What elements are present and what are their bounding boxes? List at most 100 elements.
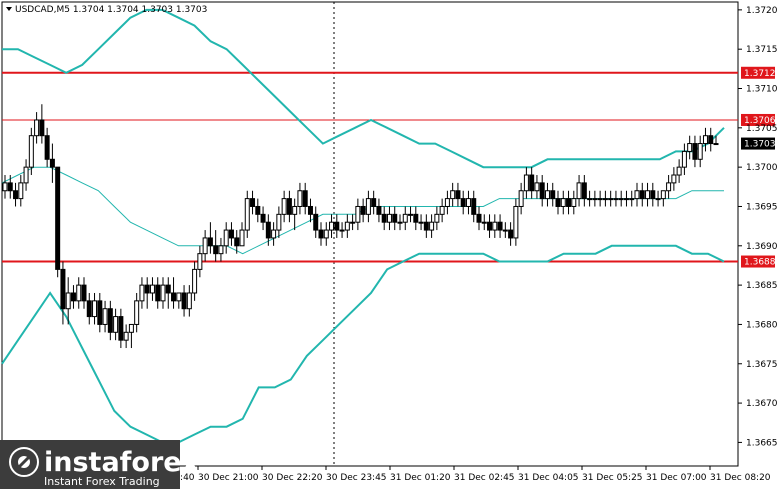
candle-body	[218, 245, 224, 255]
candle-body	[250, 198, 256, 207]
candle-body	[60, 268, 66, 310]
candle	[350, 214, 356, 231]
candle-body	[392, 213, 398, 223]
candle-body	[65, 292, 71, 310]
candle	[197, 245, 203, 278]
candle	[265, 214, 271, 246]
candle	[529, 167, 535, 199]
candle-body	[592, 198, 598, 201]
candle-body	[76, 284, 82, 302]
candle	[465, 190, 471, 215]
candle-body	[186, 292, 192, 310]
candle	[523, 167, 529, 199]
instaforex-logo: instaforex Instant Forex Trading	[0, 440, 199, 489]
candle-body	[702, 135, 708, 145]
candle	[192, 261, 198, 301]
candle	[344, 214, 350, 238]
level-badge	[741, 255, 775, 268]
candle	[708, 127, 714, 152]
candle-body	[107, 308, 113, 333]
candle-body	[618, 198, 624, 201]
candle	[687, 135, 693, 160]
x-tick-label: 31 Dec 08:20	[710, 473, 771, 483]
candle-body	[286, 198, 292, 215]
candle-body	[271, 229, 277, 239]
candle	[534, 175, 540, 199]
candle	[592, 190, 598, 207]
candle-body	[223, 229, 229, 247]
candle	[544, 182, 550, 207]
candle	[34, 112, 40, 144]
candle	[86, 292, 92, 325]
candle	[518, 182, 524, 215]
candle-body	[555, 198, 561, 207]
candle-body	[676, 166, 682, 176]
candle	[139, 277, 145, 309]
candle	[255, 198, 261, 223]
candle	[271, 222, 277, 246]
candle	[397, 214, 403, 231]
symbol-label: USDCAD,M5 1.3704 1.3704 1.3703 1.3703	[15, 5, 207, 15]
candle-body	[144, 284, 150, 294]
candle	[571, 190, 577, 215]
candle-body	[228, 229, 234, 239]
candle-body	[460, 198, 466, 207]
candle	[444, 190, 450, 215]
candlesticks	[2, 104, 719, 349]
candle	[244, 190, 250, 238]
candle	[608, 190, 614, 207]
candle-body	[671, 174, 677, 184]
candle	[207, 222, 213, 254]
candle	[497, 214, 503, 238]
candle	[23, 159, 29, 191]
candle	[223, 222, 229, 254]
candle-body	[444, 198, 450, 207]
candle-body	[645, 190, 651, 200]
candle-body	[39, 119, 45, 137]
candle	[429, 214, 435, 238]
candle-body	[429, 221, 435, 231]
logo-background	[0, 440, 180, 489]
candle-body	[571, 198, 577, 207]
candle	[539, 175, 545, 207]
candle	[629, 190, 635, 207]
symbol-dropdown-icon[interactable]	[6, 7, 12, 11]
candle	[492, 214, 498, 238]
candle	[508, 222, 514, 246]
candle-body	[560, 198, 566, 207]
candle-body	[55, 166, 61, 270]
candle	[476, 206, 482, 231]
candle	[697, 135, 703, 168]
candle	[602, 190, 608, 207]
candle	[97, 292, 103, 333]
level-badge-label: 1.3706	[744, 116, 776, 126]
candle	[302, 182, 308, 215]
candle-body	[139, 284, 145, 302]
candle-body	[597, 198, 603, 201]
candle	[113, 308, 119, 341]
candle-body	[534, 182, 540, 192]
candle-body	[476, 213, 482, 223]
x-tick-label: 30 Dec 21:00	[198, 473, 259, 483]
candle-body	[18, 182, 24, 200]
candle-body	[587, 198, 593, 201]
candle-body	[381, 213, 387, 223]
candle	[581, 175, 587, 207]
candle-body	[455, 190, 461, 200]
candle-body	[92, 300, 98, 318]
candle	[13, 182, 19, 207]
bollinger-lower	[1, 244, 725, 444]
candle-body	[155, 284, 161, 302]
candle	[7, 175, 13, 199]
y-tick-label: 1.3690	[746, 242, 778, 252]
candle	[276, 206, 282, 238]
candle-body	[513, 205, 519, 239]
candle	[260, 206, 266, 231]
candle-body	[434, 213, 440, 223]
y-tick-label: 1.3710	[746, 85, 778, 95]
candle-body	[692, 143, 698, 160]
candle	[671, 167, 677, 191]
candle	[102, 300, 108, 333]
candle-body	[518, 190, 524, 207]
candle-body	[708, 135, 714, 145]
